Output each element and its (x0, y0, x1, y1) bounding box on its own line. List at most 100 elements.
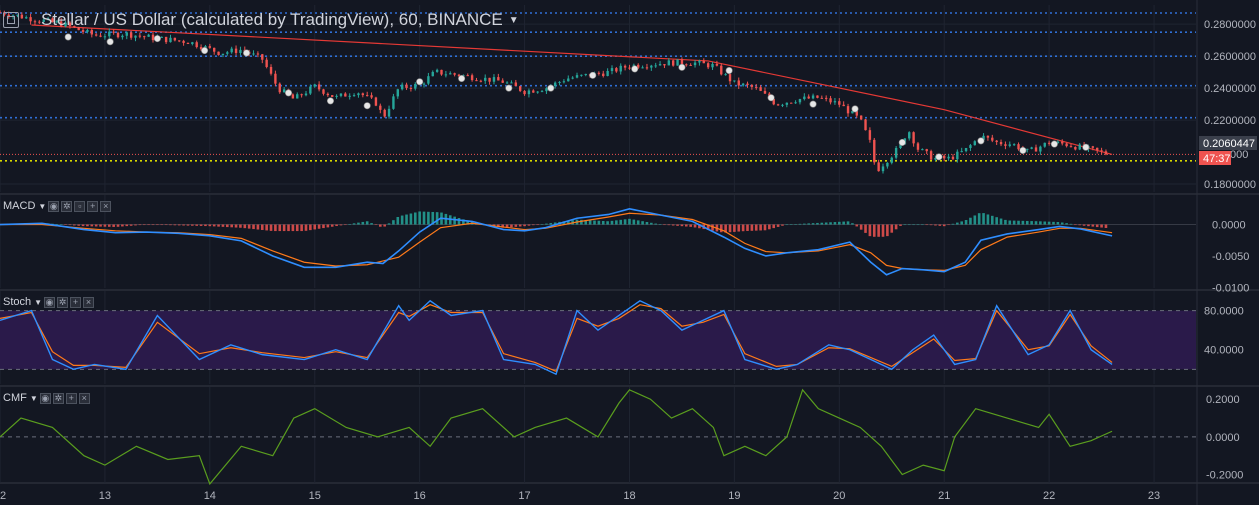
close-icon[interactable]: × (83, 296, 95, 308)
cmf-label[interactable]: CMF (3, 392, 27, 404)
macd-histogram-bar (728, 224, 732, 233)
cmf-axis-label: -0.2000 (1206, 470, 1243, 482)
candle-body (776, 104, 780, 106)
marker-point (64, 33, 72, 41)
candle-body (829, 98, 832, 103)
price-axis-label: 0.2400000 (1204, 83, 1256, 95)
macd-histogram-bar (191, 224, 194, 226)
candle-body (580, 74, 583, 76)
candle-body (164, 36, 168, 43)
candle-body (1065, 143, 1068, 147)
macd-histogram-bar (1078, 224, 1082, 226)
macd-histogram-bar (112, 224, 115, 227)
caret-down-icon[interactable]: ▼ (508, 14, 519, 26)
gear-icon[interactable]: ✲ (52, 392, 64, 404)
candle-body (610, 68, 614, 71)
marker-point (678, 63, 686, 71)
candle-body (68, 22, 72, 27)
gear-icon[interactable]: ✲ (57, 296, 69, 308)
cmf-axis-label: 0.0000 (1206, 432, 1240, 444)
add-icon[interactable]: + (65, 392, 77, 404)
macd-histogram-bar (1065, 223, 1068, 225)
macd-histogram-bar (1069, 223, 1073, 225)
caret-down-icon[interactable]: ▼ (38, 201, 47, 211)
add-icon[interactable]: + (87, 200, 99, 212)
macd-histogram-bar (724, 224, 727, 233)
candle-body (25, 17, 28, 19)
macd-label[interactable]: MACD (3, 200, 36, 212)
macd-layer (0, 208, 1196, 276)
macd-histogram-bar (116, 224, 120, 227)
time-axis-label: 19 (728, 490, 740, 502)
candle-body (59, 21, 63, 27)
cmf-axis-label: 0.2000 (1206, 394, 1240, 406)
macd-pane-label[interactable]: MACD ▼ ◉ ✲ ▫ + × (3, 200, 112, 212)
candle-body (73, 26, 76, 28)
macd-histogram-bar (457, 217, 461, 225)
macd-histogram-bar (326, 224, 330, 228)
macd-histogram-bar (1021, 220, 1025, 225)
macd-histogram-bar (977, 213, 981, 225)
candle-body (90, 29, 93, 35)
candle-body (562, 81, 566, 83)
add-icon[interactable]: + (70, 296, 82, 308)
last-price-badge-bg (1199, 136, 1257, 150)
close-icon[interactable]: × (78, 392, 90, 404)
remove-icon[interactable]: ▫ (74, 200, 86, 212)
macd-histogram-bar (580, 219, 583, 225)
symbol-square-icon[interactable] (3, 12, 19, 28)
candle-body (1096, 147, 1099, 151)
candle-body (798, 99, 802, 103)
caret-down-icon[interactable]: ▼ (29, 393, 38, 403)
macd-histogram-bar (129, 224, 133, 226)
trendline (31, 24, 1113, 156)
cmf-layer (0, 388, 1196, 486)
stoch-pane-label[interactable]: Stoch ▼ ◉ ✲ + × (3, 296, 95, 308)
macd-histogram-bar (348, 223, 352, 225)
candle-body (7, 14, 10, 17)
eye-icon[interactable]: ◉ (44, 296, 56, 308)
macd-histogram-bar (309, 224, 312, 231)
macd-histogram-bar (807, 223, 810, 225)
macd-histogram-bar (1039, 221, 1042, 225)
candle-body (658, 64, 662, 66)
macd-histogram-bar (427, 211, 430, 225)
chart-title[interactable]: Stellar / US Dollar (calculated by Tradi… (41, 10, 503, 29)
stoch-layer (0, 299, 1196, 376)
marker-point (285, 89, 293, 97)
candle-body (226, 52, 229, 54)
trendline-layer[interactable] (0, 24, 1196, 156)
countdown-badge: 47:37 (1203, 153, 1231, 165)
candle-body (929, 151, 933, 160)
macd-histogram-bar (588, 220, 592, 225)
close-icon[interactable]: × (100, 200, 112, 212)
axes-layer: 0.2800000 0.2600000 0.2400000 0.2200000 0.18… (0, 19, 1256, 502)
macd-histogram-bar (663, 224, 666, 226)
horizontal-lines-layer[interactable] (0, 12, 1196, 162)
macd-histogram-bar (934, 224, 937, 226)
macd-histogram-bar (1104, 224, 1108, 228)
cmf-pane-label[interactable]: CMF ▼ ◉ ✲ + × (3, 392, 90, 404)
macd-histogram-bar (317, 224, 321, 229)
caret-down-icon[interactable]: ▼ (34, 297, 43, 307)
macd-histogram-bar (1017, 220, 1020, 225)
gear-icon[interactable]: ✲ (61, 200, 73, 212)
candle-body (282, 89, 286, 93)
stoch-label[interactable]: Stoch (3, 296, 32, 308)
candle-body (553, 82, 557, 86)
candle-body (374, 97, 378, 106)
macd-histogram-bar (1074, 224, 1077, 226)
eye-icon[interactable]: ◉ (48, 200, 60, 212)
eye-icon[interactable]: ◉ (39, 392, 51, 404)
candle-body (431, 71, 434, 77)
macd-histogram-bar (776, 224, 780, 227)
time-axis-label: 20 (833, 490, 845, 502)
time-axis-label: 16 (414, 490, 426, 502)
marker-point (767, 94, 775, 102)
macd-histogram-bar (711, 224, 714, 231)
candle-body (33, 21, 37, 23)
candle-body (514, 82, 518, 87)
candle-body (706, 63, 710, 68)
candle-body (750, 85, 754, 87)
